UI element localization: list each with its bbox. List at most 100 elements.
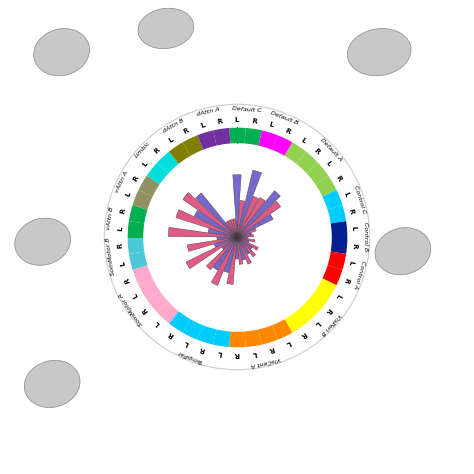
Bar [217, 237, 237, 240]
Text: L: L [167, 137, 174, 144]
Text: VisCent A: VisCent A [250, 356, 281, 368]
Bar [211, 237, 237, 285]
Text: R: R [141, 306, 149, 314]
Bar [237, 170, 262, 237]
Text: L: L [335, 292, 342, 299]
Bar [237, 237, 249, 243]
Text: SomMotor B: SomMotor B [105, 237, 116, 275]
Bar [237, 237, 246, 260]
Bar [213, 237, 237, 270]
Text: R: R [117, 243, 123, 249]
Bar [226, 221, 237, 237]
Bar [233, 219, 237, 237]
Bar [222, 237, 237, 249]
Text: Control A: Control A [353, 260, 366, 290]
Text: R: R [124, 276, 132, 283]
Text: L: L [235, 117, 239, 123]
Text: L: L [252, 349, 257, 356]
Bar [196, 193, 237, 237]
Text: L: L [313, 319, 320, 327]
Text: R: R [234, 351, 240, 357]
Text: R: R [299, 330, 307, 338]
Bar [214, 237, 237, 247]
Ellipse shape [24, 360, 80, 408]
Bar [236, 237, 238, 259]
Text: R: R [199, 345, 206, 353]
Text: Default B: Default B [269, 110, 299, 126]
Text: Control B: Control B [363, 222, 368, 252]
Ellipse shape [138, 8, 194, 49]
Text: R: R [351, 243, 357, 249]
Text: L: L [183, 339, 190, 346]
Text: R: R [167, 330, 175, 338]
Text: R: R [342, 276, 350, 283]
Bar [237, 237, 248, 238]
Text: R: R [325, 306, 333, 314]
Text: R: R [284, 128, 292, 135]
Text: TempPar: TempPar [176, 349, 204, 364]
Bar [237, 237, 255, 257]
Bar [230, 219, 237, 237]
Text: R: R [348, 208, 355, 214]
Bar [237, 237, 249, 255]
Bar [206, 237, 237, 270]
Text: R: R [119, 208, 126, 214]
Text: L: L [132, 292, 139, 299]
Bar [237, 201, 281, 237]
Bar [237, 237, 258, 250]
Bar [237, 201, 245, 237]
Bar [187, 237, 237, 252]
Text: vAttn A: vAttn A [114, 170, 129, 193]
Text: dAttn A: dAttn A [197, 107, 220, 117]
Bar [208, 228, 237, 237]
Bar [228, 220, 237, 237]
Text: R: R [132, 174, 139, 182]
Text: L: L [269, 121, 274, 128]
Ellipse shape [15, 218, 71, 265]
Bar [194, 210, 237, 237]
Text: R: R [268, 345, 275, 353]
Bar [237, 228, 256, 237]
Bar [237, 235, 254, 237]
Bar [186, 237, 237, 269]
Text: L: L [142, 160, 149, 167]
Text: L: L [217, 349, 222, 356]
Text: L: L [300, 137, 307, 144]
Bar [237, 196, 259, 237]
Text: SomMotor A: SomMotor A [118, 292, 144, 327]
Bar [237, 198, 265, 237]
Text: L: L [351, 226, 357, 231]
Bar [237, 237, 255, 242]
Text: L: L [343, 191, 350, 197]
Text: L: L [124, 191, 131, 197]
Bar [224, 237, 237, 273]
Bar [183, 192, 237, 237]
Text: vAttn B: vAttn B [106, 206, 115, 230]
Text: L: L [348, 260, 355, 266]
Ellipse shape [347, 28, 411, 76]
Text: VisPeri B: VisPeri B [320, 312, 342, 336]
Text: L: L [119, 260, 126, 266]
Text: R: R [335, 174, 342, 182]
Bar [237, 237, 243, 264]
Text: L: L [154, 319, 161, 327]
Text: R: R [251, 118, 257, 125]
Text: dAttn B: dAttn B [162, 118, 184, 134]
Bar [233, 175, 241, 237]
Text: Default A: Default A [319, 137, 343, 162]
Bar [237, 237, 252, 249]
Text: R: R [153, 147, 161, 155]
Ellipse shape [375, 228, 431, 275]
Text: R: R [217, 118, 223, 125]
Bar [227, 237, 237, 284]
Text: L: L [200, 121, 205, 128]
Text: L: L [325, 160, 332, 167]
Ellipse shape [34, 28, 90, 76]
Bar [237, 237, 251, 264]
Text: Limbic: Limbic [134, 141, 152, 159]
Text: L: L [117, 226, 123, 231]
Bar [168, 227, 237, 237]
Text: L: L [284, 339, 291, 346]
Text: R: R [182, 128, 190, 135]
Bar [237, 233, 252, 237]
